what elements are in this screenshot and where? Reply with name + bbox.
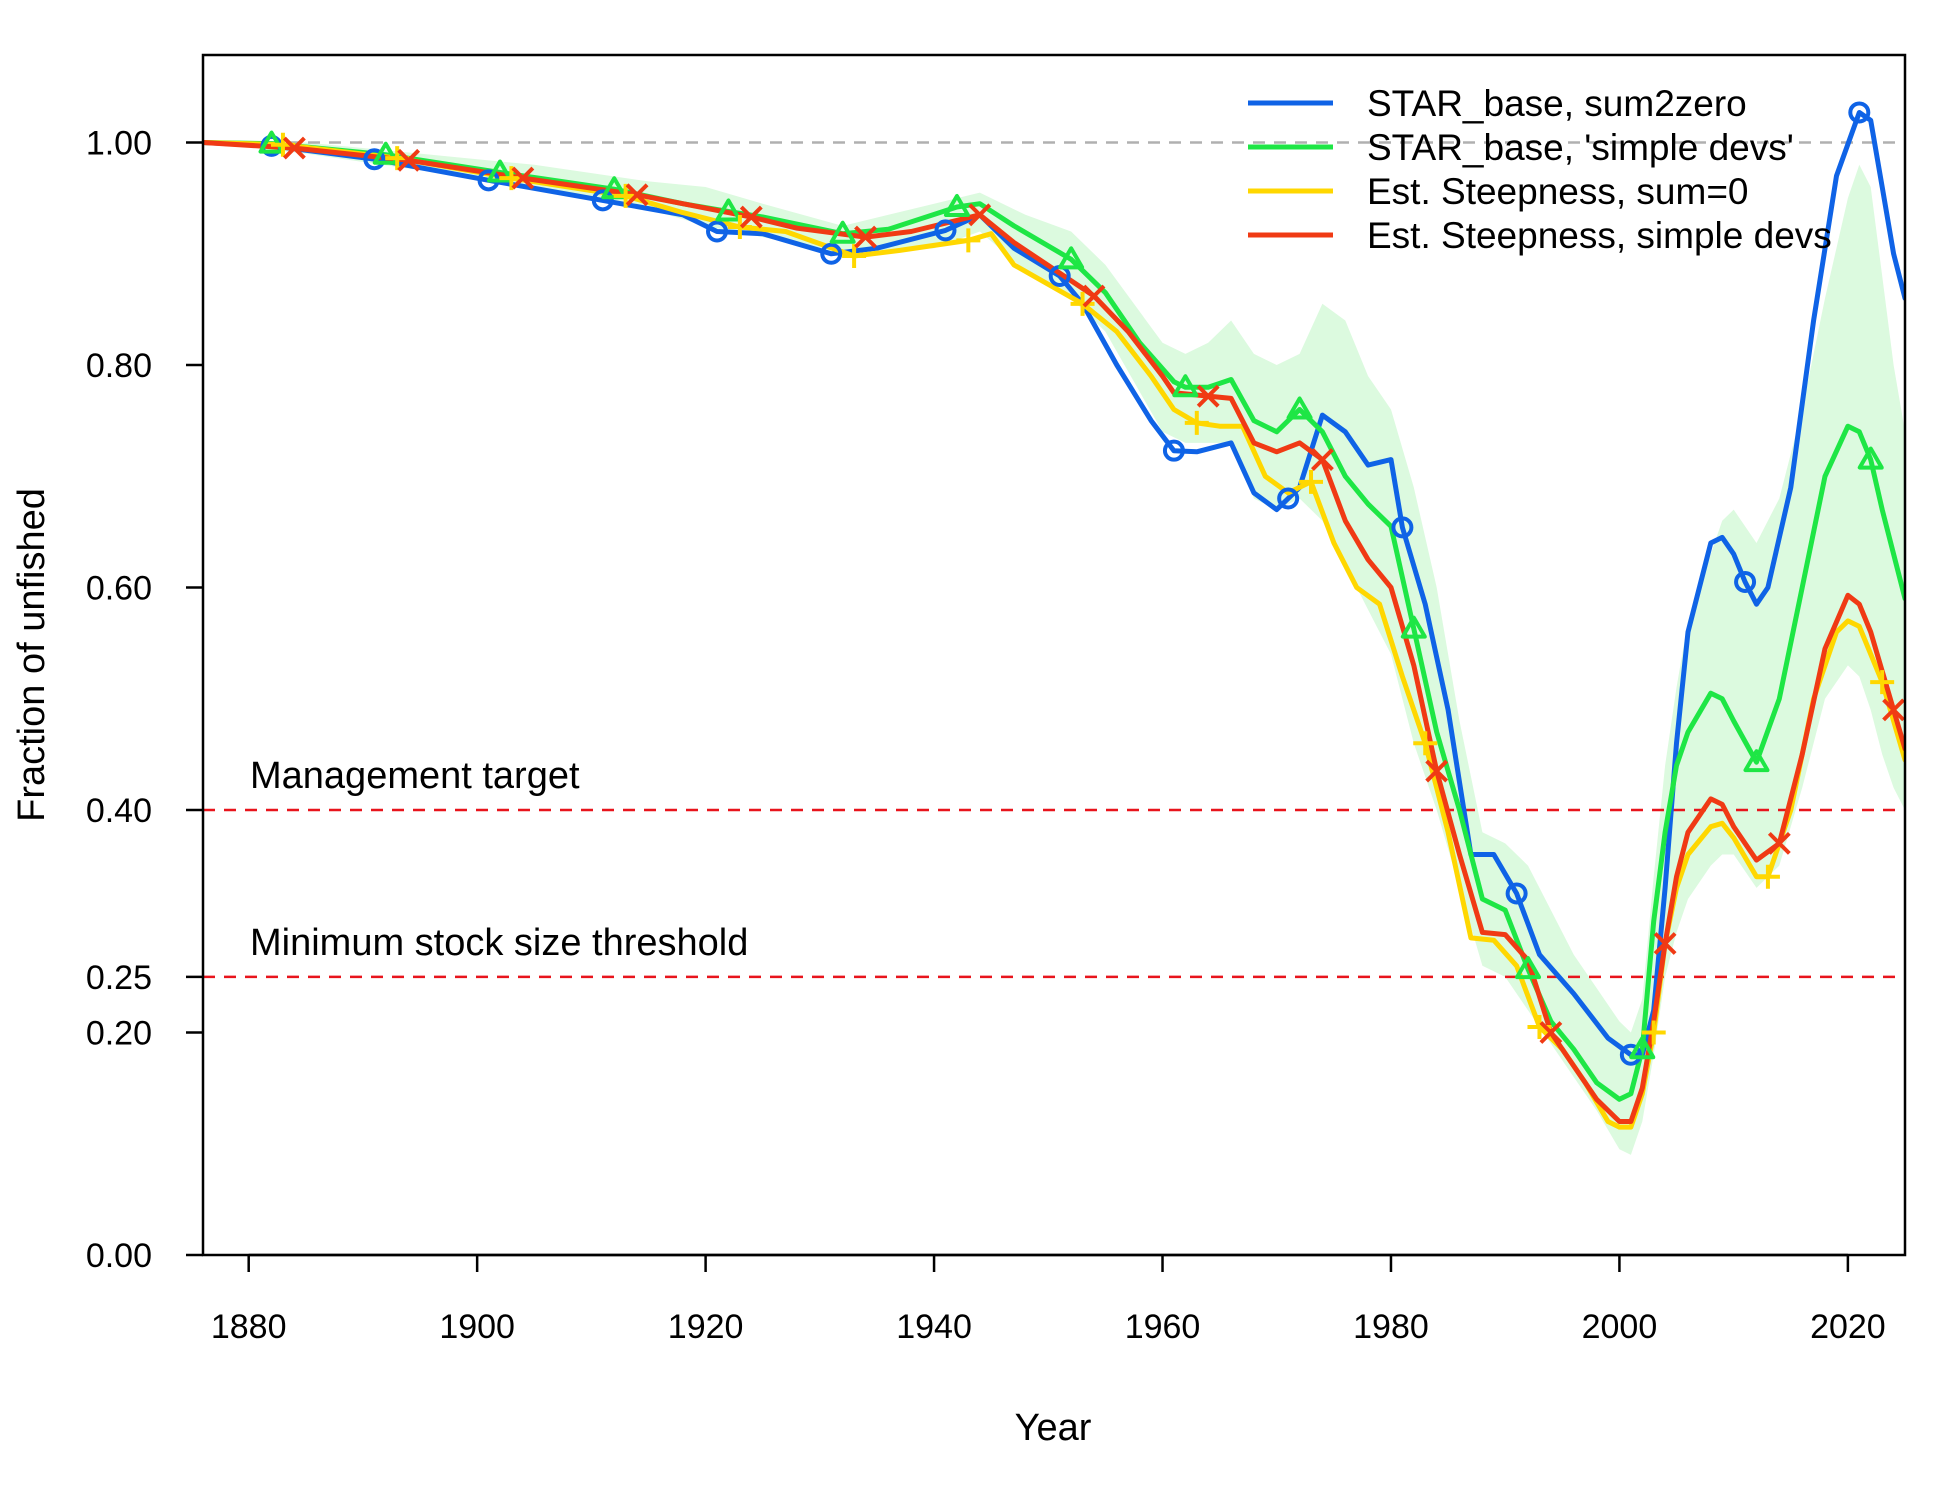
reference-line-label-2: Minimum stock size threshold — [250, 922, 748, 964]
series-marker-1-2 — [486, 159, 513, 183]
legend-label-1: STAR_base, 'simple devs' — [1367, 127, 1794, 168]
y-tick-label-3: 0.40 — [86, 792, 152, 830]
series-marker-1-11 — [1515, 956, 1542, 980]
confidence-band — [203, 142, 1905, 1155]
series-marker-1-7 — [1058, 246, 1085, 270]
series-marker-2-13 — [1755, 864, 1780, 889]
y-axis: 0.00 0.20 0.25 0.40 0.60 0.80 1.00 — [86, 125, 203, 1275]
series-marker-3-8 — [1196, 384, 1220, 408]
x-axis: 1880 1900 1920 1940 1960 1980 2000 2020 — [211, 1253, 1886, 1346]
series-marker-1-13 — [1743, 749, 1770, 773]
series-marker-1-5 — [829, 220, 856, 244]
series-marker-2-9 — [1299, 469, 1324, 494]
series-marker-0-12 — [1619, 1043, 1642, 1066]
series-marker-3-3 — [625, 183, 649, 207]
x-tick-label-5: 1980 — [1353, 1308, 1429, 1346]
series-marker-3-12 — [1653, 932, 1677, 955]
series-marker-3-4 — [739, 205, 763, 229]
x-tick-label-6: 2000 — [1582, 1308, 1658, 1346]
series-marker-0-4 — [706, 220, 729, 243]
series-marker-2-2 — [499, 166, 524, 191]
series-marker-3-0 — [282, 136, 306, 160]
x-tick-label-1: 1900 — [439, 1308, 515, 1346]
series-marker-3-5 — [854, 225, 877, 249]
y-tick-label-4: 0.60 — [86, 570, 152, 608]
series-marker-0-1 — [363, 148, 386, 171]
series-marker-1-1 — [372, 141, 399, 165]
legend-label-3: Est. Steepness, simple devs — [1367, 215, 1832, 256]
y-axis-title: Fraction of unfished — [11, 488, 53, 822]
series-marker-2-5 — [842, 243, 867, 268]
y-tick-label-0: 0.00 — [86, 1237, 152, 1275]
series-marker-3-7 — [1082, 284, 1106, 308]
series-marker-3-10 — [1425, 759, 1449, 783]
series-marker-0-5 — [820, 242, 843, 265]
series-marker-2-12 — [1641, 1020, 1666, 1045]
series-marker-2-4 — [727, 215, 752, 240]
y-tick-label-2: 0.25 — [86, 959, 152, 997]
series-marker-1-4 — [715, 198, 742, 222]
reference-line-label-1: Management target — [250, 755, 580, 797]
series-marker-3-14 — [1882, 698, 1905, 722]
series-marker-2-10 — [1413, 731, 1438, 756]
y-tick-label-1: 0.20 — [86, 1015, 152, 1053]
series-marker-1-6 — [943, 194, 970, 218]
series-marker-3-6 — [968, 203, 992, 227]
band-area — [203, 142, 1905, 1155]
series-line-0 — [203, 110, 1905, 1058]
x-axis-title: Year — [1015, 1407, 1092, 1449]
x-tick-label-4: 1960 — [1125, 1308, 1201, 1346]
series-marker-1-8 — [1172, 374, 1199, 398]
reference-lines — [203, 141, 1905, 979]
series-markers — [258, 101, 1905, 1066]
series-marker-0-11 — [1505, 882, 1528, 905]
series-marker-3-11 — [1539, 1021, 1563, 1044]
series-marker-0-9 — [1277, 487, 1300, 510]
y-tick-label-5: 0.80 — [86, 347, 152, 385]
series-marker-1-14 — [1857, 446, 1884, 470]
series-marker-0-14 — [1848, 101, 1871, 124]
legend-label-0: STAR_base, sum2zero — [1367, 83, 1747, 124]
series-marker-0-6 — [934, 219, 957, 242]
series-marker-2-7 — [1070, 291, 1095, 316]
series-marker-1-12 — [1629, 1036, 1656, 1060]
series-marker-0-10 — [1391, 516, 1414, 539]
series-marker-2-6 — [956, 228, 981, 253]
y-tick-label-6: 1.00 — [86, 125, 152, 163]
x-tick-label-3: 1940 — [896, 1308, 972, 1346]
series-marker-2-14 — [1870, 670, 1895, 695]
series-marker-3-1 — [397, 148, 421, 172]
series-marker-1-0 — [258, 130, 285, 154]
series-marker-3-13 — [1767, 831, 1791, 855]
series-marker-3-9 — [1311, 448, 1334, 471]
series-marker-0-13 — [1734, 570, 1757, 593]
x-tick-label-0: 1880 — [211, 1308, 287, 1346]
legend-label-2: Est. Steepness, sum=0 — [1367, 171, 1749, 212]
reference-line-labels: Management target Minimum stock size thre… — [250, 755, 748, 964]
series-marker-0-8 — [1162, 439, 1185, 462]
series-marker-1-9 — [1286, 396, 1313, 420]
series-marker-0-3 — [591, 189, 614, 212]
series-marker-3-2 — [511, 166, 535, 190]
x-tick-label-2: 1920 — [668, 1308, 744, 1346]
x-tick-label-7: 2020 — [1810, 1308, 1886, 1346]
series-marker-2-8 — [1184, 410, 1209, 435]
series-marker-1-10 — [1400, 615, 1427, 639]
